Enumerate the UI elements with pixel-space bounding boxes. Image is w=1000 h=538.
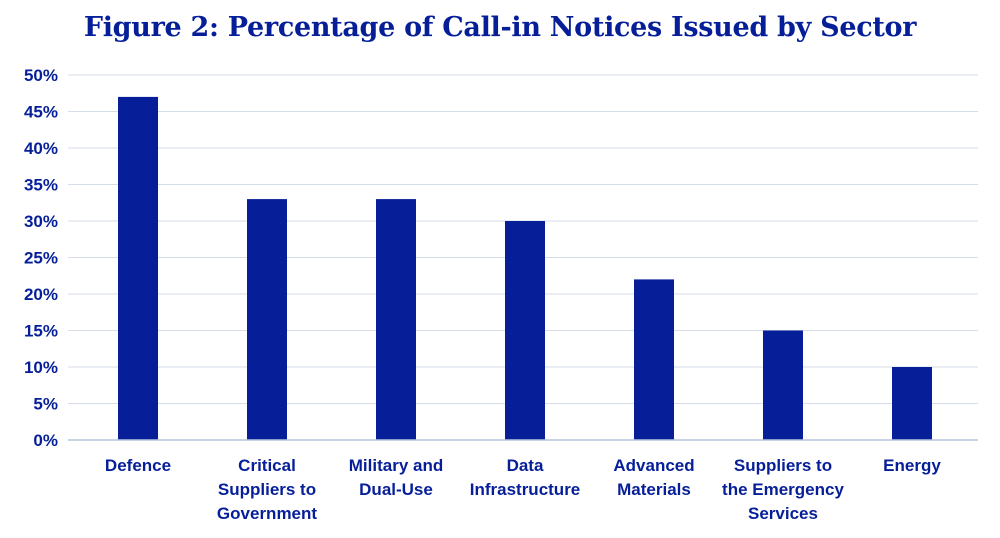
x-category-label: Military and Dual-Use [349, 456, 443, 499]
y-tick-label: 30% [24, 212, 58, 231]
x-axis-category-labels: Defence Critical Suppliers to Government Mil… [105, 456, 941, 523]
y-tick-label: 45% [24, 103, 58, 122]
bar [634, 279, 674, 440]
y-tick-label: 15% [24, 322, 58, 341]
y-tick-label: 35% [24, 176, 58, 195]
y-tick-label: 50% [24, 66, 58, 85]
chart-title: Figure 2: Percentage of Call-in Notices … [83, 12, 917, 43]
y-tick-label: 10% [24, 358, 58, 377]
y-axis-tick-labels: 0% 5% 10% 15% 20% 25% 30% 35% 40% 45% 50% [24, 66, 58, 450]
bar [505, 221, 545, 440]
x-category-label: Advanced Materials [613, 456, 694, 499]
x-category-label: Defence [105, 456, 171, 475]
bar [892, 367, 932, 440]
x-category-label: Data Infrastructure [470, 456, 581, 499]
x-category-label: Critical Suppliers to Government [217, 456, 317, 523]
bars [118, 96, 932, 441]
y-tick-label: 40% [24, 139, 58, 158]
bar [763, 330, 803, 440]
y-tick-label: 25% [24, 249, 58, 268]
y-tick-label: 20% [24, 285, 58, 304]
x-category-label: Energy [883, 456, 941, 475]
bar [247, 199, 287, 440]
bar [118, 96, 158, 441]
y-tick-label: 5% [33, 395, 58, 414]
y-tick-label: 0% [33, 431, 58, 450]
bar [376, 199, 416, 440]
x-category-label: Suppliers to the Emergency Services [722, 456, 844, 523]
